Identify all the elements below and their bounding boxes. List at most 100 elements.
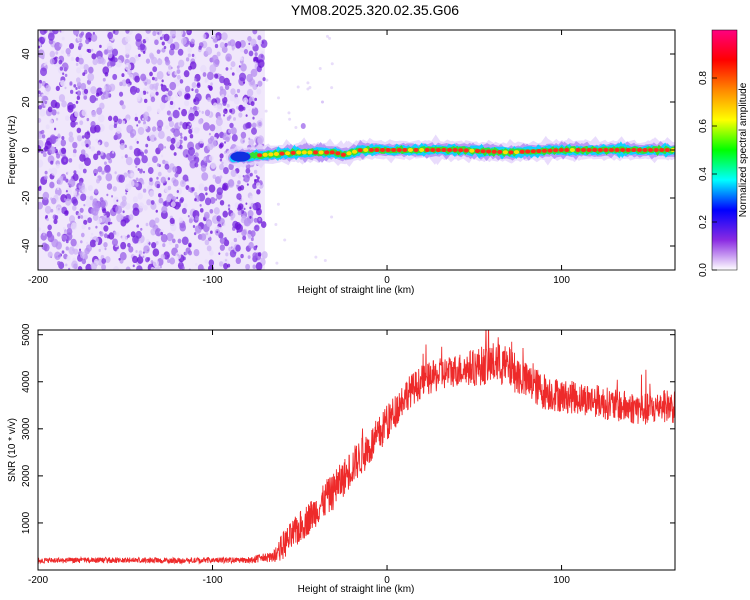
noise-speckle (308, 86, 312, 90)
noise-speckle (225, 108, 228, 112)
noise-speckle (164, 163, 170, 170)
noise-speckle (200, 164, 207, 172)
noise-speckle (256, 189, 261, 195)
noise-speckle (181, 236, 189, 246)
noise-speckle (182, 174, 189, 182)
noise-speckle (93, 168, 99, 176)
signal-peak-dot (284, 151, 291, 156)
signal-peak-dot (569, 148, 575, 152)
noise-speckle (80, 251, 86, 259)
noise-speckle (60, 50, 65, 54)
noise-speckle (219, 86, 224, 91)
noise-speckle (153, 137, 157, 141)
noise-speckle (180, 135, 183, 139)
noise-speckle (184, 251, 188, 256)
noise-speckle (222, 210, 228, 218)
noise-speckle (249, 195, 254, 201)
noise-speckle (152, 30, 157, 37)
signal-peak-dot (659, 148, 665, 152)
noise-speckle (283, 238, 287, 242)
noise-speckle (135, 230, 142, 239)
noise-speckle (183, 70, 190, 78)
noise-speckle (147, 162, 151, 167)
noise-speckle (47, 251, 53, 258)
noise-speckle (51, 109, 57, 116)
signal-peak-dot (413, 148, 419, 152)
snr-frame (37, 329, 676, 571)
noise-speckle (160, 154, 164, 158)
noise-speckle (237, 180, 241, 185)
noise-speckle (54, 215, 59, 220)
noise-speckle (55, 85, 60, 92)
noise-speckle (75, 121, 78, 125)
noise-speckle (157, 32, 160, 35)
noise-speckle (325, 34, 329, 38)
noise-speckle (97, 166, 103, 173)
noise-speckle (78, 54, 82, 59)
noise-speckle (54, 127, 57, 131)
noise-speckle (115, 232, 120, 237)
noise-speckle (76, 67, 82, 74)
noise-speckle (61, 250, 65, 254)
noise-speckle (230, 241, 234, 247)
noise-speckle (254, 97, 258, 102)
noise-speckle (99, 200, 106, 208)
noise-speckle (157, 171, 162, 177)
noise-speckle (90, 262, 98, 270)
noise-speckle (145, 58, 151, 64)
snr-x-label: Height of straight line (km) (298, 584, 415, 595)
snr-y-tick-label: 3000 (21, 417, 32, 440)
signal-peak-dot (541, 148, 548, 153)
noise-speckle (134, 157, 141, 166)
noise-speckle (152, 66, 158, 73)
spectrogram-y-tick-label: -40 (21, 238, 32, 253)
noise-speckle (214, 176, 222, 185)
noise-speckle (248, 108, 251, 112)
noise-speckle (120, 219, 127, 227)
snr-x-ticks: -200 -100 0 100 (28, 330, 570, 586)
noise-speckle (39, 36, 46, 44)
noise-speckle (169, 257, 176, 265)
noise-speckle (255, 226, 259, 232)
signal-peak-dot (530, 149, 536, 154)
noise-speckle (90, 86, 97, 95)
noise-speckle (65, 189, 68, 193)
noise-speckle (219, 41, 225, 49)
noise-speckle (229, 122, 234, 129)
noise-speckle (85, 263, 92, 270)
noise-speckle (155, 209, 158, 213)
noise-speckle (103, 213, 106, 217)
noise-speckle (177, 48, 184, 56)
colorbar-tick-label: 0.0 (698, 263, 709, 277)
noise-speckle (218, 163, 224, 171)
noise-speckle (163, 45, 167, 50)
noise-speckle (204, 197, 212, 206)
signal-peak-dot (474, 148, 481, 153)
noise-speckle (102, 90, 110, 99)
colorbar-label: Normalized spectral amplitude (738, 82, 749, 217)
noise-speckle (275, 261, 279, 265)
noise-speckle (68, 246, 76, 255)
signal-peak-dot (452, 148, 458, 152)
noise-speckle (167, 259, 171, 263)
noise-speckle (106, 42, 113, 51)
noise-speckle (138, 202, 144, 209)
noise-speckle (80, 149, 86, 155)
noise-speckle (50, 99, 58, 109)
noise-speckle (231, 47, 235, 51)
noise-speckle (77, 212, 81, 217)
noise-speckle (223, 114, 226, 117)
noise-speckle (170, 201, 176, 208)
noise-speckle (84, 157, 91, 167)
noise-speckle (237, 203, 244, 211)
noise-speckle (98, 248, 101, 252)
noise-speckle (139, 43, 146, 51)
noise-speckle (107, 52, 113, 59)
noise-speckle (72, 152, 77, 158)
noise-speckle (176, 65, 180, 69)
noise-speckle (69, 81, 73, 86)
noise-speckle (168, 239, 173, 246)
noise-speckle (85, 143, 89, 148)
noise-speckle (243, 174, 250, 183)
